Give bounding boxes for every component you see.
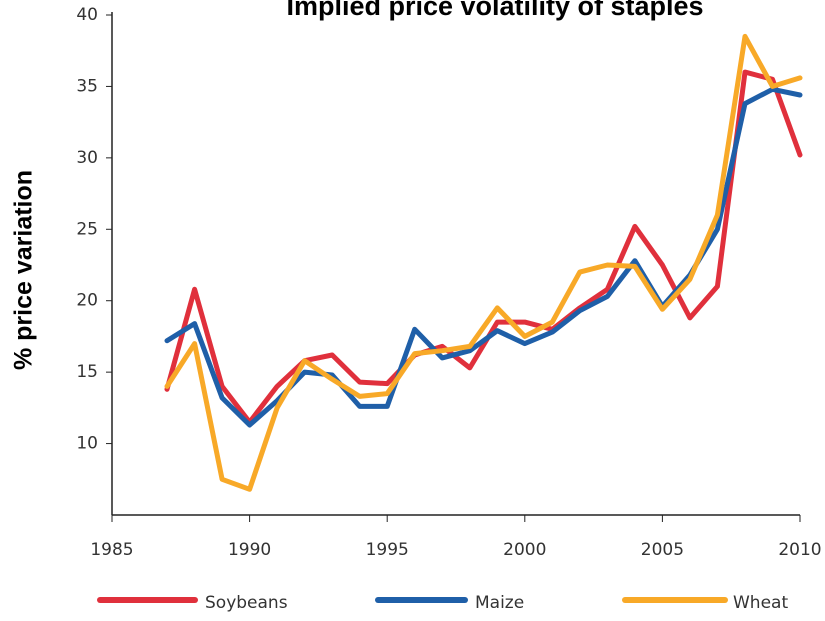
x-tick-label: 2000 bbox=[503, 540, 546, 560]
legend-label: Soybeans bbox=[205, 593, 288, 613]
x-tick-label: 1985 bbox=[90, 540, 133, 560]
y-axis-label: % price variation bbox=[10, 170, 38, 370]
y-tick-label: 20 bbox=[76, 291, 98, 311]
y-tick-label: 15 bbox=[76, 362, 98, 382]
legend-label: Wheat bbox=[733, 593, 788, 613]
line-1 bbox=[164, 86, 803, 428]
y-tick-label: 10 bbox=[76, 434, 98, 454]
x-tick-label: 2005 bbox=[641, 540, 684, 560]
x-tick-label: 1995 bbox=[366, 540, 409, 560]
chart-title: Implied price volatility of staples bbox=[286, 0, 703, 21]
line-2 bbox=[164, 33, 803, 492]
y-tick-label: 25 bbox=[76, 219, 98, 239]
legend-label: Maize bbox=[475, 593, 524, 613]
y-tick-label: 30 bbox=[76, 148, 98, 168]
line-0 bbox=[164, 69, 803, 425]
x-tick-label: 1990 bbox=[228, 540, 271, 560]
y-tick-label: 35 bbox=[76, 76, 98, 96]
y-tick-label: 40 bbox=[76, 5, 98, 25]
x-tick-label: 2010 bbox=[778, 540, 821, 560]
